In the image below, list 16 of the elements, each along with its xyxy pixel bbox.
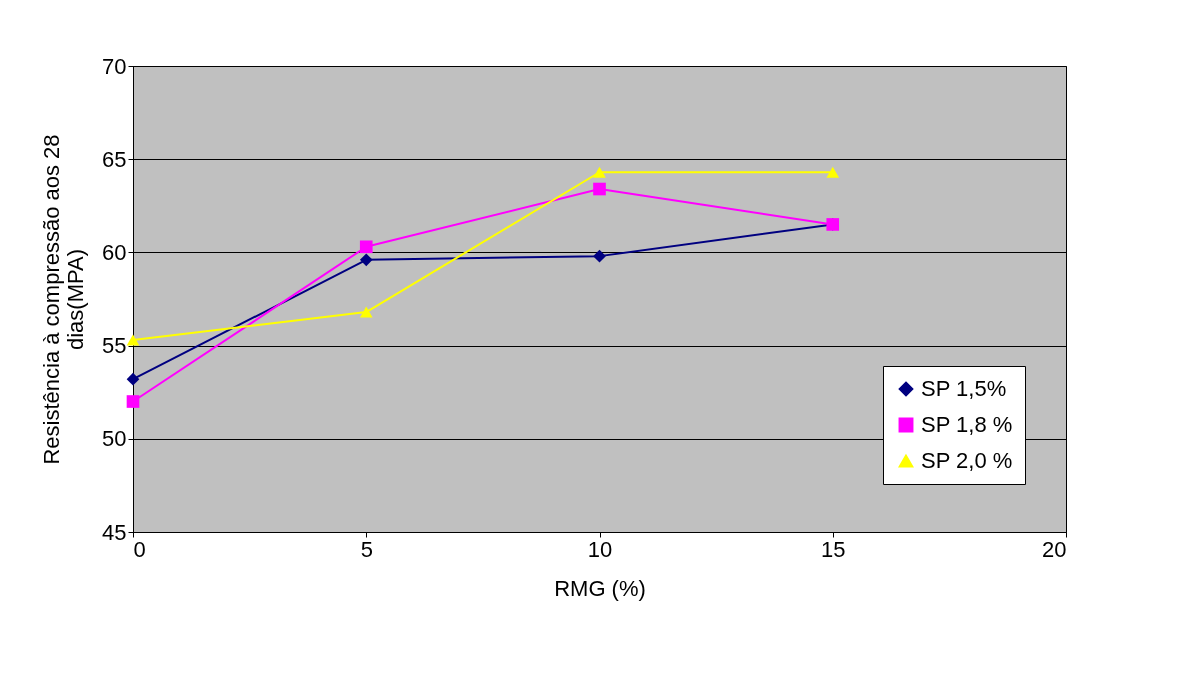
x-tick-label: 15 — [821, 536, 846, 562]
y-tick-label: 70 — [102, 53, 127, 79]
y-axis-title: Resistência à compressão aos 28 dias(MPA) — [39, 134, 89, 465]
y-tick-label: 45 — [102, 519, 127, 545]
x-tick-label: 0 — [133, 536, 146, 562]
x-tick-label: 10 — [587, 536, 613, 562]
y-tick-label: 55 — [102, 333, 127, 359]
legend-label: SP 1,8 % — [921, 412, 1013, 437]
y-tick-label: 60 — [102, 239, 127, 265]
legend-label: SP 1,5% — [921, 376, 1007, 401]
y-tick-label: 50 — [102, 426, 127, 452]
y-tick-label: 65 — [102, 146, 127, 172]
x-axis-title: RMG (%) — [554, 575, 646, 601]
x-tick-label: 5 — [360, 536, 373, 562]
x-tick-label: 20 — [1042, 536, 1067, 562]
legend-label: SP 2,0 % — [921, 448, 1013, 473]
